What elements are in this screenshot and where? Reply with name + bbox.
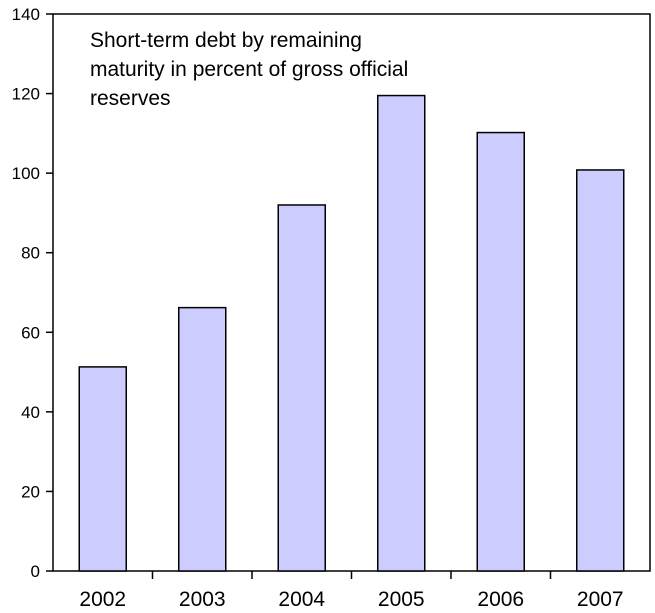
plot-area [46,13,651,579]
bar-2003 [178,306,227,572]
bar-2004 [277,204,326,572]
y-axis-ticks [46,13,53,572]
x-tick-label-2004: 2004 [278,588,325,611]
y-axis-tick-labels: 0 20 40 60 80 100 120 140 [12,5,40,581]
y-tick-label-80: 80 [21,244,40,263]
y-tick-label-120: 120 [12,85,40,104]
x-tick-label-2002: 2002 [79,588,126,611]
bar-2005 [377,94,426,572]
y-tick-label-100: 100 [12,164,40,183]
x-tick-label-2003: 2003 [179,588,226,611]
annotation-line-2: maturity in percent of gross official [90,58,408,81]
bar-2002 [78,366,127,572]
y-tick-label-20: 20 [21,482,40,501]
x-tick-label-2007: 2007 [577,588,624,611]
x-tick-label-2005: 2005 [378,588,425,611]
bars-group [78,94,625,572]
y-tick-label-0: 0 [31,562,40,581]
x-axis-ticks [151,571,552,579]
annotation-line-3: reserves [90,87,171,110]
x-axis-tick-labels: 2002 2003 2004 2005 2006 2007 [79,588,623,611]
y-tick-label-140: 140 [12,5,40,24]
x-tick-label-2006: 2006 [477,588,524,611]
bar-2006 [476,131,525,572]
annotation-line-1: Short-term debt by remaining [90,29,362,52]
y-tick-label-60: 60 [21,323,40,342]
bar-2007 [576,169,625,572]
y-tick-label-40: 40 [21,403,40,422]
chart-annotation: Short-term debt by remaining maturity in… [90,29,408,110]
